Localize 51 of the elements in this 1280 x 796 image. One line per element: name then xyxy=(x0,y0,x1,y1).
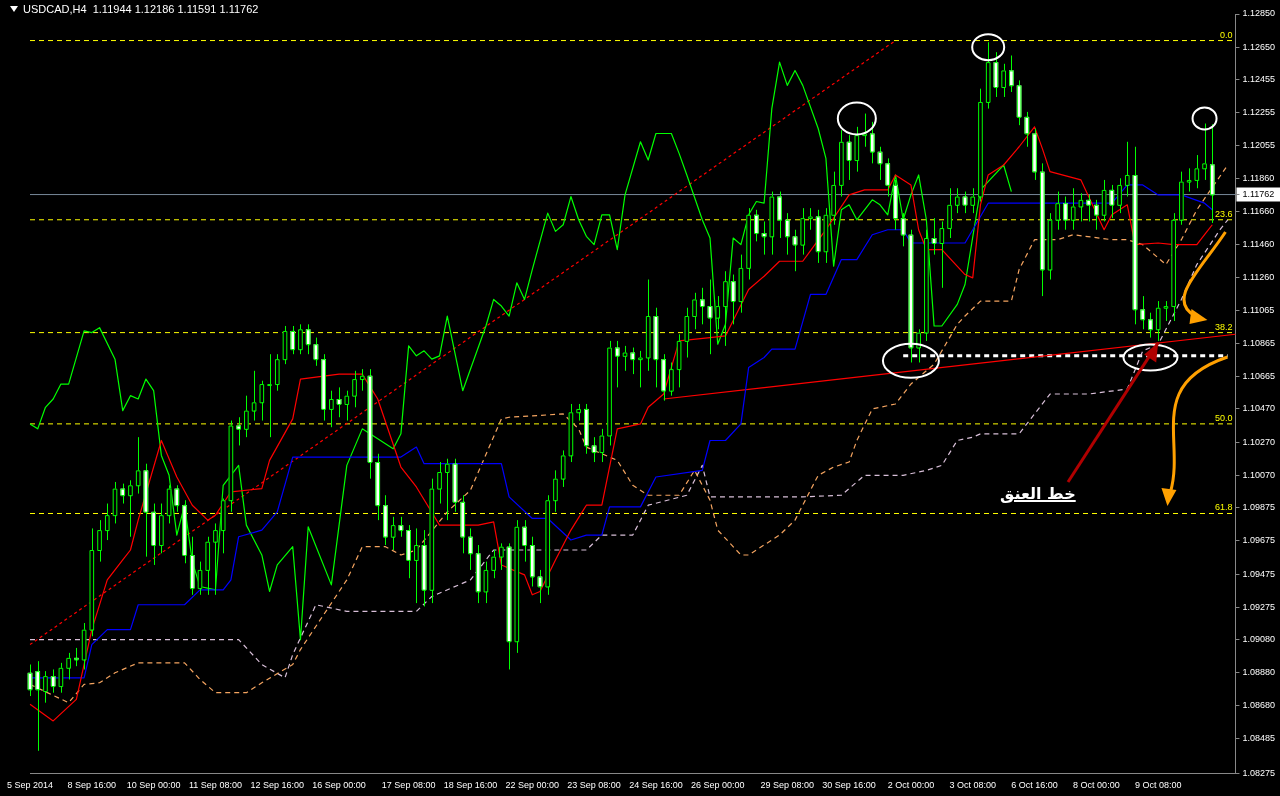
y-tick-label: 1.10270 xyxy=(1242,436,1276,447)
y-tick-label: 1.08680 xyxy=(1242,700,1276,711)
y-tick-label: 1.11660 xyxy=(1242,205,1275,216)
y-tick-label: 1.08485 xyxy=(1242,732,1276,743)
x-tick-label: 8 Oct 00:00 xyxy=(1073,780,1120,791)
x-tick-label: 5 Sep 2014 xyxy=(6,780,54,791)
x-tick-label: 30 Sep 16:00 xyxy=(822,780,876,791)
annotation: 0.0 xyxy=(1219,29,1233,40)
y-tick-label: 1.09275 xyxy=(1242,601,1276,612)
x-tick-label: 29 Sep 08:00 xyxy=(760,780,815,791)
y-tick-label: 1.11860 xyxy=(1242,172,1275,183)
y-tick-label: 1.10865 xyxy=(1242,337,1276,348)
y-tick-label: 1.08880 xyxy=(1242,667,1276,678)
x-tick-label: 26 Sep 00:00 xyxy=(690,780,745,791)
chart-title: USDCAD,H4 1.11944 1.12186 1.11591 1.11762 xyxy=(23,3,259,15)
x-tick-label: 10 Sep 00:00 xyxy=(126,780,181,791)
y-tick-label: 1.09080 xyxy=(1242,634,1276,645)
x-tick-label: 23 Sep 08:00 xyxy=(567,780,621,791)
y-tick-label: 1.09675 xyxy=(1242,535,1276,546)
x-tick-label: 17 Sep 08:00 xyxy=(381,780,436,791)
y-tick-label: 1.11762 xyxy=(1242,189,1275,200)
x-tick-label: 6 Oct 16:00 xyxy=(1011,780,1058,791)
x-tick-label: 24 Sep 16:00 xyxy=(629,780,683,791)
y-tick-label: 1.10470 xyxy=(1242,403,1276,414)
y-tick-label: 1.12850 xyxy=(1242,8,1276,19)
annotation: 38.2 xyxy=(1214,321,1233,332)
y-tick-label: 1.11065 xyxy=(1242,304,1275,315)
y-tick-label: 1.10665 xyxy=(1242,371,1276,382)
annotation: خط العنق xyxy=(1000,484,1076,504)
annotation: 61.8 xyxy=(1214,502,1233,513)
x-tick-label: 16 Sep 00:00 xyxy=(312,780,366,791)
y-tick-label: 1.12055 xyxy=(1242,140,1276,151)
x-tick-label: 8 Sep 16:00 xyxy=(67,780,117,791)
y-tick-label: 1.12255 xyxy=(1242,107,1276,118)
y-tick-label: 1.08275 xyxy=(1242,767,1276,778)
x-tick-label: 2 Oct 00:00 xyxy=(887,780,935,791)
x-tick-label: 22 Sep 00:00 xyxy=(505,780,560,791)
annotation: 50.0 xyxy=(1214,412,1233,423)
x-tick-label: 18 Sep 16:00 xyxy=(443,780,498,791)
y-tick-label: 1.11460 xyxy=(1242,239,1275,250)
x-tick-label: 11 Sep 08:00 xyxy=(189,780,242,791)
x-tick-label: 12 Sep 16:00 xyxy=(250,780,305,791)
annotation: 23.6 xyxy=(1214,208,1233,219)
y-tick-label: 1.10070 xyxy=(1242,469,1276,480)
y-tick-label: 1.12650 xyxy=(1242,41,1276,52)
y-tick-label: 1.11260 xyxy=(1242,272,1275,283)
x-tick-label: 9 Oct 08:00 xyxy=(1134,780,1182,791)
x-tick-label: 3 Oct 08:00 xyxy=(949,780,996,791)
y-tick-label: 1.09875 xyxy=(1242,502,1276,513)
y-tick-label: 1.09475 xyxy=(1242,568,1276,579)
y-tick-label: 1.12455 xyxy=(1242,74,1276,85)
